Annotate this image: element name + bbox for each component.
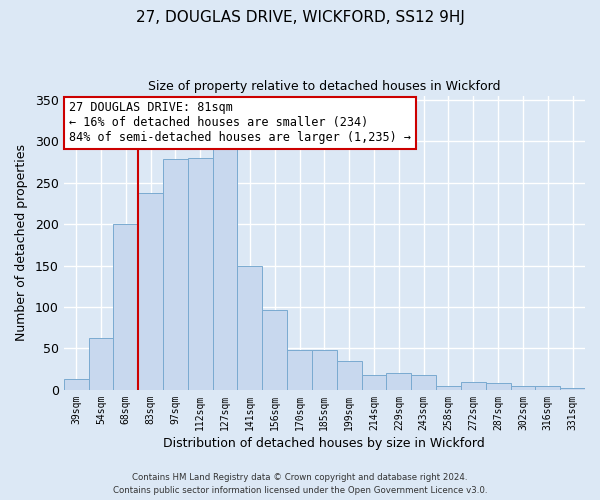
Bar [511, 386, 535, 390]
Bar [560, 388, 585, 390]
Bar [138, 194, 163, 390]
Bar [461, 382, 486, 390]
Bar [163, 160, 188, 390]
Bar [337, 361, 362, 390]
Y-axis label: Number of detached properties: Number of detached properties [15, 144, 28, 341]
Bar [436, 386, 461, 390]
Bar [312, 350, 337, 390]
Bar [386, 374, 411, 390]
Bar [113, 224, 138, 390]
Text: 27, DOUGLAS DRIVE, WICKFORD, SS12 9HJ: 27, DOUGLAS DRIVE, WICKFORD, SS12 9HJ [136, 10, 464, 25]
Bar [238, 266, 262, 390]
Bar [486, 384, 511, 390]
X-axis label: Distribution of detached houses by size in Wickford: Distribution of detached houses by size … [163, 437, 485, 450]
Bar [212, 148, 238, 390]
Text: 27 DOUGLAS DRIVE: 81sqm
← 16% of detached houses are smaller (234)
84% of semi-d: 27 DOUGLAS DRIVE: 81sqm ← 16% of detache… [69, 102, 411, 144]
Text: Contains HM Land Registry data © Crown copyright and database right 2024.
Contai: Contains HM Land Registry data © Crown c… [113, 474, 487, 495]
Bar [188, 158, 212, 390]
Bar [411, 375, 436, 390]
Bar [89, 338, 113, 390]
Bar [64, 379, 89, 390]
Bar [262, 310, 287, 390]
Bar [535, 386, 560, 390]
Title: Size of property relative to detached houses in Wickford: Size of property relative to detached ho… [148, 80, 500, 93]
Bar [362, 375, 386, 390]
Bar [287, 350, 312, 390]
